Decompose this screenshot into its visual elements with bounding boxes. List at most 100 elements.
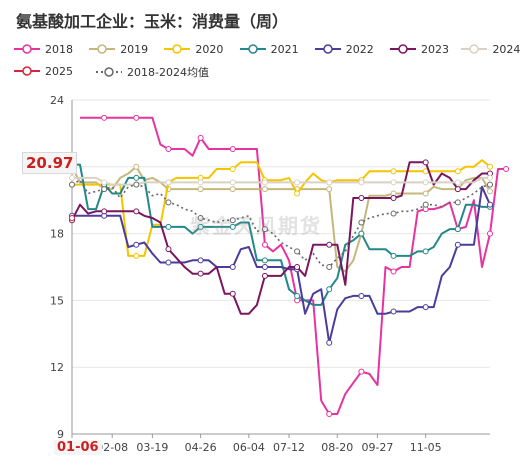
data-point-2018-2024均值 — [422, 201, 429, 208]
legend-marker-icon — [96, 67, 122, 77]
legend-label: 2023 — [421, 42, 449, 56]
data-point-2024 — [165, 179, 172, 186]
data-point-2018 — [165, 145, 172, 152]
data-point-2019 — [197, 186, 204, 193]
data-point-2018-2024均值 — [133, 181, 140, 188]
data-point-2019 — [487, 188, 493, 195]
data-point-2018-2024均值 — [261, 226, 268, 233]
x-tick-label: 04-26 — [185, 441, 217, 454]
legend-item-2019[interactable]: 2019 — [89, 42, 148, 56]
data-point-2019 — [422, 190, 429, 197]
data-point-2024 — [390, 179, 397, 186]
series-line-2018 — [80, 116, 507, 415]
legend-item-2020[interactable]: 2020 — [164, 42, 223, 56]
legend-marker-icon — [14, 66, 40, 76]
x-tick-label: 08-20 — [321, 441, 353, 454]
x-tick-label: 11-05 — [410, 441, 442, 454]
legend-marker-icon — [14, 44, 40, 54]
data-point-2024 — [197, 179, 204, 186]
legend-marker-icon — [89, 44, 116, 54]
legend-label: 2021 — [270, 42, 299, 56]
series-line-2019 — [71, 165, 491, 273]
data-point-2021 — [133, 174, 140, 181]
legend-item-2021[interactable]: 2021 — [239, 42, 299, 56]
data-point-2021 — [454, 226, 461, 233]
series-line-2022 — [72, 185, 491, 344]
data-point-2024 — [294, 179, 301, 186]
legend-item-2025[interactable]: 2025 — [14, 64, 73, 78]
data-point-2021 — [165, 223, 172, 230]
y-tick-label: 9 — [57, 428, 64, 441]
data-point-2018-2024均值 — [69, 181, 75, 188]
data-point-2023 — [294, 264, 301, 270]
data-point-2022 — [390, 308, 397, 315]
series-line-2024 — [72, 176, 490, 186]
data-point-2018-2024均值 — [358, 219, 365, 226]
data-point-2021 — [261, 257, 268, 264]
data-point-2023 — [454, 186, 461, 193]
data-point-2018 — [487, 230, 493, 237]
data-point-2021 — [294, 292, 301, 299]
legend-marker-icon — [314, 44, 341, 54]
data-point-2023 — [390, 194, 397, 201]
legend-item-2023[interactable]: 2023 — [390, 42, 449, 56]
data-point-2020 — [133, 252, 140, 259]
y-tick-label: 24 — [50, 94, 64, 107]
data-point-2018-2024均值 — [326, 264, 333, 270]
legend-item-2018[interactable]: 2018 — [14, 42, 73, 56]
data-point-2020 — [390, 168, 397, 175]
data-point-2018 — [390, 268, 397, 275]
series-line-2018-2024均值 — [71, 179, 491, 268]
series-line-2021 — [72, 163, 490, 306]
data-point-2018-2024均值 — [197, 215, 204, 222]
data-point-2022 — [229, 264, 236, 270]
legend-label: 2018 — [45, 42, 73, 56]
data-point-2019 — [133, 163, 140, 170]
data-point-2022 — [326, 339, 333, 346]
y-tick-label: 12 — [50, 361, 64, 374]
data-point-2018 — [197, 134, 204, 141]
data-point-2018-2024均值 — [487, 181, 493, 188]
legend-marker-icon — [239, 44, 266, 54]
data-point-2020 — [454, 168, 461, 175]
legend-label: 2022 — [345, 42, 374, 56]
data-point-2021 — [197, 223, 204, 230]
y-tick-label: 18 — [50, 228, 64, 241]
data-point-2021 — [390, 252, 397, 259]
legend-marker-icon — [461, 44, 488, 54]
legend-item-2024[interactable]: 2024 — [461, 42, 520, 56]
data-point-2018 — [229, 145, 236, 152]
data-point-2023 — [197, 270, 204, 277]
data-point-2024 — [358, 179, 365, 186]
data-point-2024 — [487, 174, 493, 181]
data-point-2018-2024均值 — [294, 248, 301, 255]
data-point-2023 — [165, 246, 172, 253]
data-point-2018-2024均值 — [165, 199, 172, 206]
data-point-2018-2024均值 — [101, 186, 108, 193]
data-point-2019 — [261, 186, 268, 193]
data-point-2022 — [165, 259, 172, 266]
data-point-2021 — [358, 230, 365, 237]
series-line-2020 — [72, 159, 491, 257]
legend-item-2018-2024均值[interactable]: 2018-2024均值 — [96, 64, 209, 80]
data-point-2018 — [101, 114, 108, 121]
legend-marker-icon — [164, 44, 191, 54]
first-date-badge: 01-06 — [54, 440, 102, 455]
legend-label: 2025 — [45, 64, 73, 78]
data-point-2020 — [229, 166, 236, 173]
data-point-2019 — [229, 186, 236, 193]
data-point-2023 — [133, 208, 140, 215]
legend-label: 2018-2024均值 — [127, 66, 209, 79]
data-point-2023 — [358, 194, 365, 201]
data-point-2022 — [133, 241, 140, 248]
legend-item-2022[interactable]: 2022 — [314, 42, 374, 56]
data-point-2024 — [454, 179, 461, 186]
data-point-2021 — [229, 223, 236, 230]
data-point-2024 — [101, 179, 108, 186]
x-tick-label: 03-19 — [136, 441, 168, 454]
data-point-2023 — [101, 208, 108, 215]
data-point-2018-2024均值 — [229, 217, 236, 224]
data-point-2019 — [326, 186, 333, 193]
data-point-2022 — [358, 292, 365, 299]
watermark: 紫金天风期货 — [190, 214, 322, 238]
